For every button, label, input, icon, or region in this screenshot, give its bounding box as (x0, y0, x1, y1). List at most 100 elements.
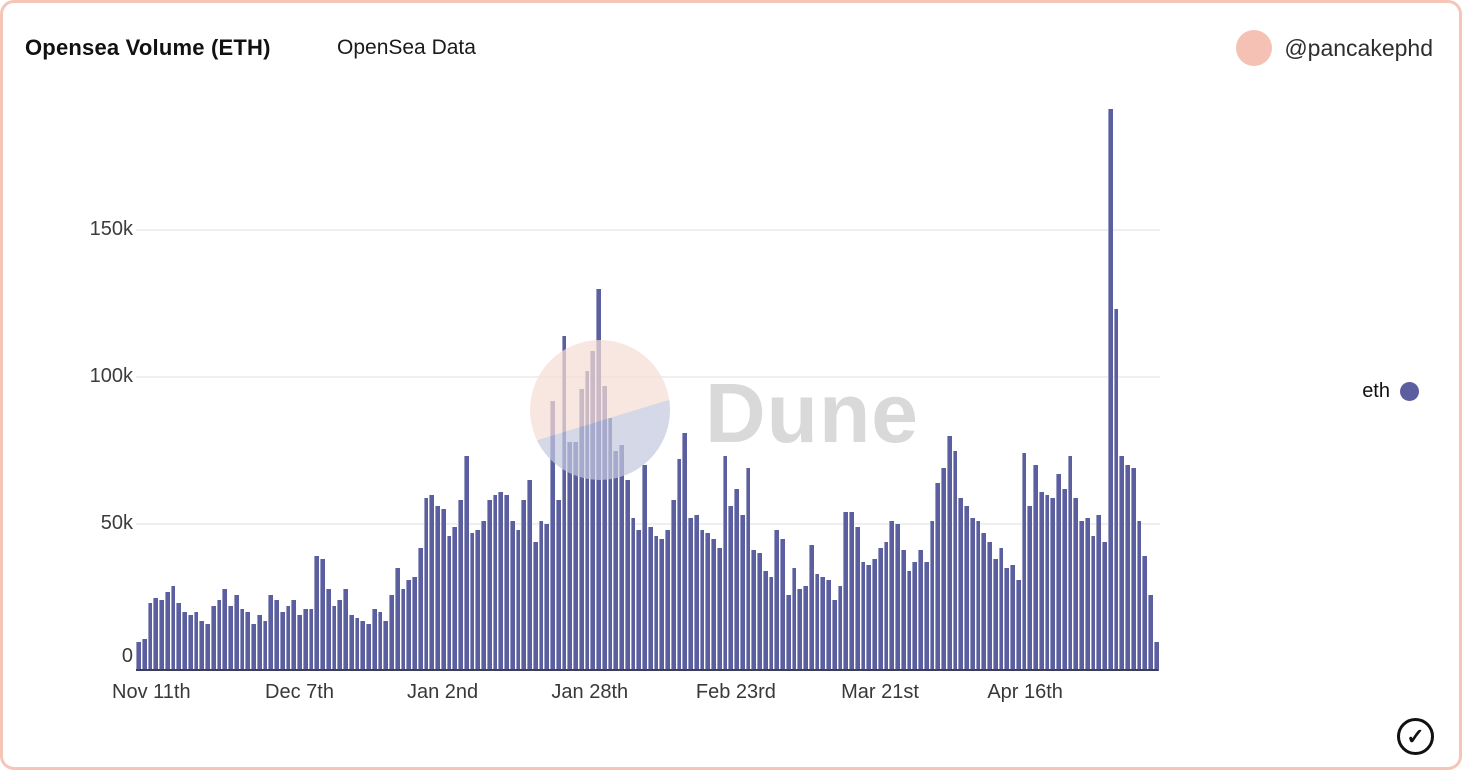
bar (452, 526, 457, 671)
bar (1044, 494, 1050, 671)
bar (337, 600, 342, 671)
bar (578, 388, 584, 671)
bar (239, 609, 245, 671)
bar (256, 615, 262, 671)
bar (1107, 109, 1113, 671)
bar (325, 588, 331, 671)
bar (1021, 453, 1027, 671)
bar (550, 400, 555, 671)
x-tick-label: Jan 28th (551, 681, 629, 703)
bar (745, 468, 751, 671)
bar (492, 494, 498, 671)
x-tick-label: Nov 11th (112, 681, 191, 703)
bar (958, 497, 963, 671)
bar (561, 335, 567, 671)
x-tick-label: Jan 2nd (407, 681, 479, 703)
bar (780, 538, 785, 671)
bar (176, 603, 181, 671)
bar (728, 506, 733, 671)
bar (964, 506, 969, 671)
bar (768, 576, 774, 671)
x-axis-baseline (136, 669, 1158, 671)
bar (1038, 491, 1044, 671)
bar (446, 535, 452, 671)
bar (314, 556, 319, 671)
bar (636, 529, 641, 671)
bar (1119, 456, 1124, 671)
bar (469, 532, 475, 671)
bar (377, 612, 383, 671)
bar (923, 562, 929, 671)
bar (521, 500, 526, 671)
bar (716, 547, 722, 671)
bar (498, 491, 503, 671)
bar (889, 521, 894, 671)
bar (682, 432, 687, 671)
bar (1102, 541, 1107, 671)
bar (647, 526, 653, 671)
bar (1004, 568, 1009, 671)
bar (394, 568, 400, 671)
bar (1073, 497, 1078, 671)
bar (435, 506, 440, 671)
bar (291, 600, 296, 671)
bar (601, 385, 607, 671)
bar (383, 621, 388, 671)
bar (222, 588, 227, 671)
bar (1010, 565, 1015, 671)
bar (245, 612, 250, 671)
bar (504, 494, 509, 671)
gridline (136, 523, 1160, 525)
bar (808, 544, 814, 671)
bar (573, 441, 578, 671)
bar (262, 621, 268, 671)
bar (1079, 521, 1084, 671)
bar (757, 553, 762, 671)
bar (734, 488, 739, 671)
bar (935, 482, 940, 671)
bar (440, 509, 446, 671)
bar (205, 623, 210, 671)
bar (1148, 594, 1153, 671)
bar (360, 621, 365, 671)
y-tick-label: 150k (89, 218, 133, 240)
bar (274, 600, 279, 671)
bar (216, 600, 222, 671)
bar (665, 529, 670, 671)
bar (331, 606, 337, 671)
bar (412, 576, 417, 671)
bar (544, 524, 549, 671)
legend-item-eth[interactable]: eth (1362, 380, 1419, 403)
check-circle-icon[interactable]: ✓ (1397, 718, 1434, 755)
gridline (136, 229, 1160, 231)
bar (1027, 506, 1032, 671)
bar (1153, 641, 1159, 671)
bar (527, 479, 532, 671)
x-tick-label: Feb 23rd (695, 681, 776, 703)
bar (843, 512, 848, 671)
bar (279, 612, 285, 671)
bar (918, 550, 923, 671)
bar (486, 500, 492, 671)
bar (814, 573, 820, 671)
bar (159, 600, 164, 671)
bar (630, 518, 636, 671)
bar (872, 559, 877, 671)
bar (164, 591, 170, 671)
bar (302, 609, 308, 671)
bar (182, 612, 187, 671)
author-block[interactable]: @pancakephd (1236, 30, 1433, 66)
bar (320, 559, 325, 671)
bar (1033, 465, 1038, 671)
bar (981, 532, 986, 671)
bar (653, 535, 659, 671)
x-tick-label: Apr 16th (987, 681, 1063, 703)
bar (371, 609, 377, 671)
bar (567, 441, 572, 671)
bar (596, 288, 601, 671)
bar (900, 550, 906, 671)
bar (969, 518, 975, 671)
bar (791, 568, 797, 671)
bar (1056, 474, 1061, 671)
